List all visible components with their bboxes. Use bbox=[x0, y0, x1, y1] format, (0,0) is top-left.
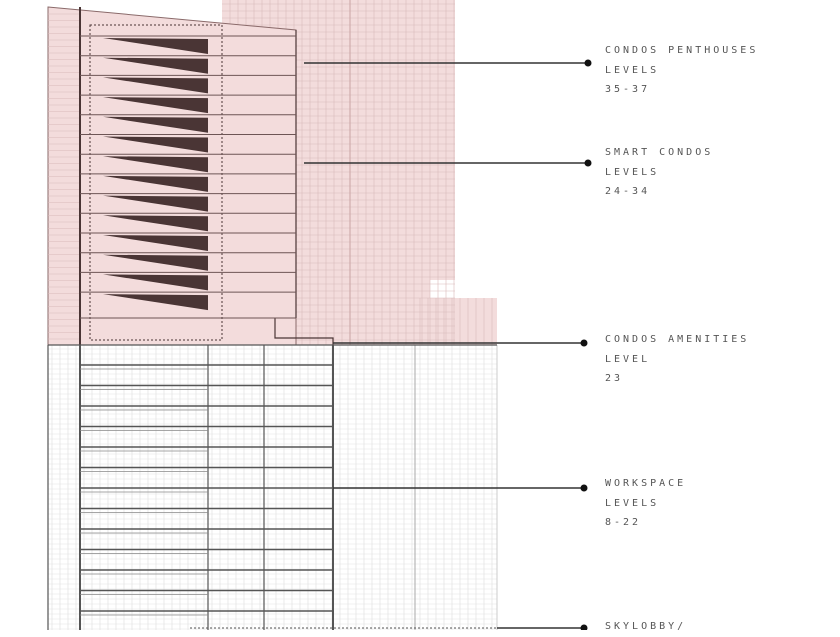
label-title: CONDOS AMENITIES bbox=[605, 334, 750, 345]
residential-tower bbox=[47, 6, 334, 346]
balcony-wedge bbox=[103, 57, 208, 74]
label-condos-amenities: CONDOS AMENITIES LEVEL 23 bbox=[605, 330, 749, 389]
leader-dot bbox=[580, 339, 588, 347]
label-smart-condos: SMART CONDOS LEVELS 24-34 bbox=[605, 143, 713, 202]
rear-annex-fill bbox=[415, 298, 497, 345]
front-tower-fill bbox=[47, 6, 297, 346]
label-sub: LEVEL bbox=[605, 353, 651, 365]
label-title: SMART CONDOS bbox=[605, 147, 714, 158]
label-range: 35-37 bbox=[605, 84, 651, 95]
label-range: 24-34 bbox=[605, 186, 651, 197]
leader-dot bbox=[584, 159, 592, 167]
leader-dot bbox=[584, 59, 592, 67]
balcony-wedge bbox=[103, 254, 208, 271]
balcony-wedge bbox=[103, 215, 208, 232]
balcony-wedge bbox=[103, 38, 208, 54]
label-sub: LEVELS bbox=[605, 64, 660, 76]
label-workspace: WORKSPACE LEVELS 8-22 bbox=[605, 474, 686, 533]
balcony-wedge bbox=[103, 235, 208, 251]
label-title: CONDOS PENTHOUSES bbox=[605, 45, 759, 56]
balcony-wedge bbox=[103, 294, 208, 311]
label-range: 8-22 bbox=[605, 517, 642, 528]
leader-lines bbox=[304, 59, 592, 630]
label-sub: LEVELS bbox=[605, 166, 660, 178]
label-skylobby: SKYLOBBY/ bbox=[605, 617, 686, 637]
label-title: WORKSPACE bbox=[605, 478, 687, 489]
label-title: SKYLOBBY/ bbox=[605, 621, 687, 632]
leader-dot bbox=[580, 484, 588, 492]
balcony-wedge bbox=[103, 274, 208, 291]
label-range: 23 bbox=[605, 373, 624, 384]
balcony-wedge bbox=[103, 97, 208, 114]
label-condos-penthouses: CONDOS PENTHOUSES LEVELS 35-37 bbox=[605, 41, 758, 100]
setback-edge bbox=[274, 318, 334, 345]
balcony-wedge bbox=[103, 156, 208, 173]
balcony-wedge bbox=[103, 195, 208, 212]
rear-notch bbox=[430, 280, 470, 298]
balcony-wedge bbox=[103, 116, 208, 133]
leader-dot bbox=[580, 624, 588, 630]
balcony-wedge bbox=[103, 77, 208, 94]
core-outline bbox=[89, 24, 223, 341]
label-sub: LEVELS bbox=[605, 497, 660, 509]
balcony-wedge bbox=[103, 175, 208, 192]
balcony-wedge bbox=[103, 136, 208, 153]
